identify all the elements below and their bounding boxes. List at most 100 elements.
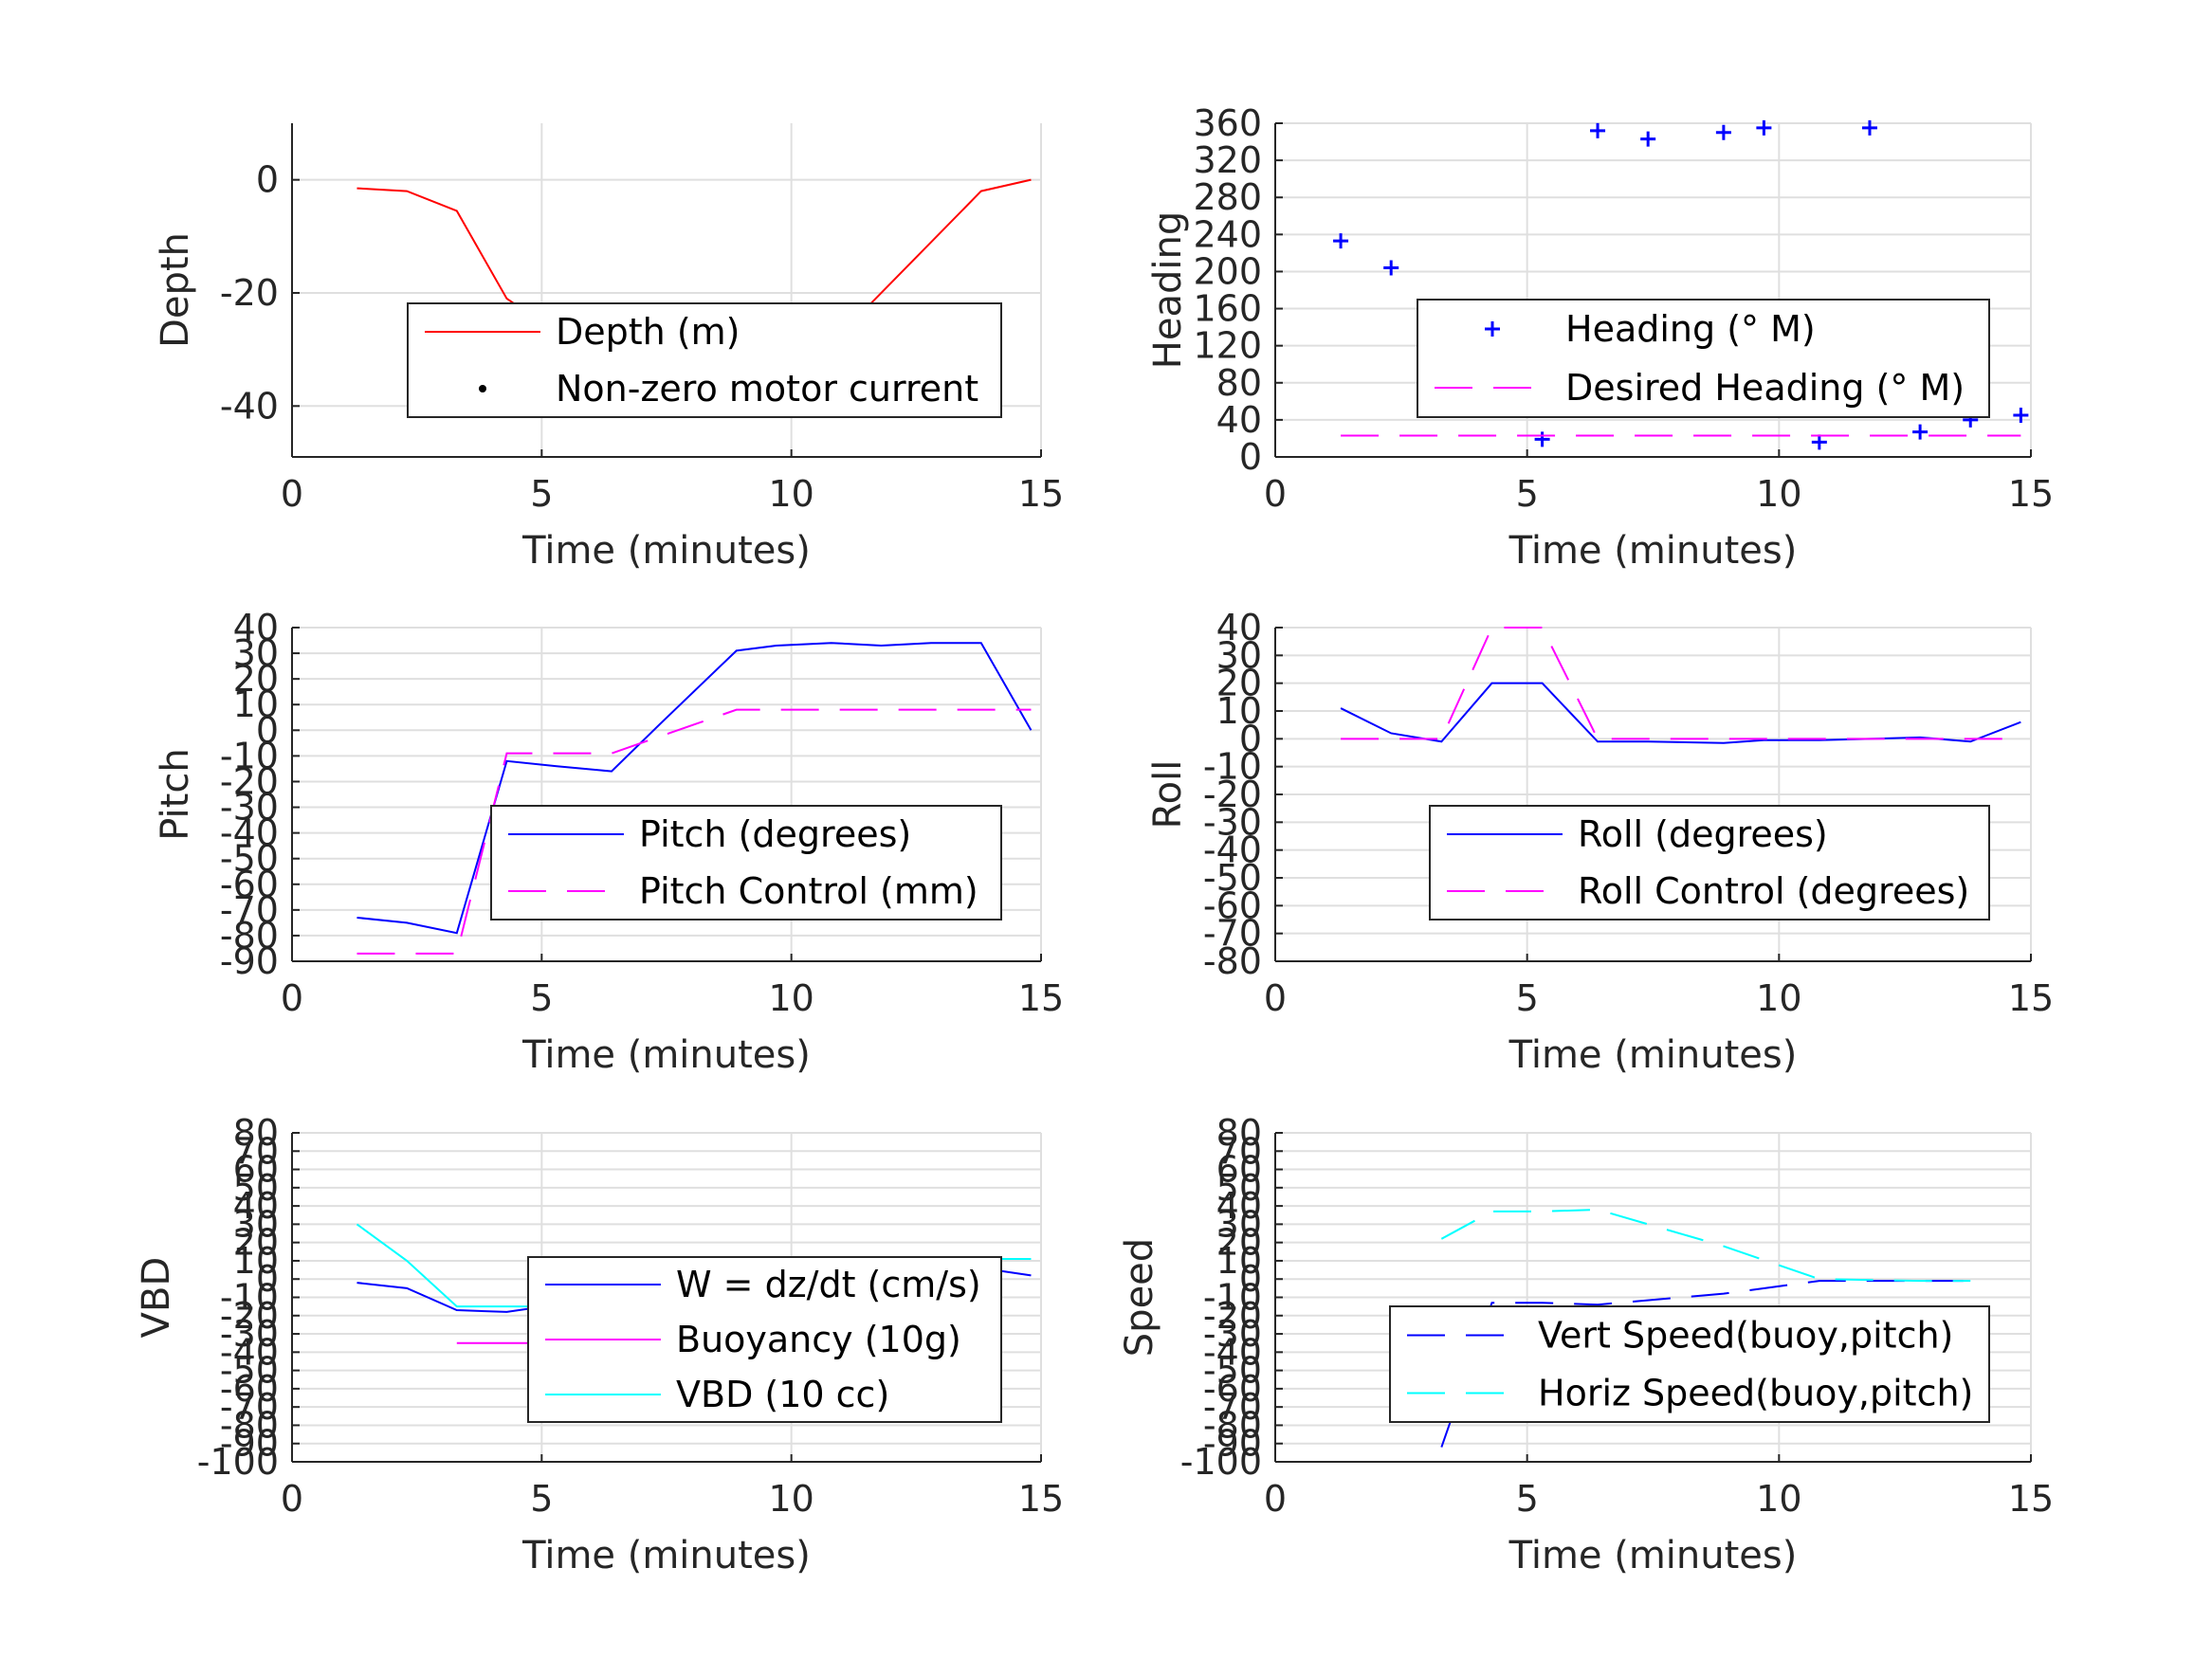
x-tick-label: 10	[768, 977, 814, 1019]
y-tick-label: 80	[1216, 1112, 1262, 1154]
legend: Heading (° M) Desired Heading (° M)	[1417, 299, 1990, 418]
x-tick-label: 5	[1516, 473, 1539, 515]
y-tick-label: 70	[1216, 1130, 1262, 1172]
legend-label: Non-zero motor current	[556, 368, 978, 410]
y-tick-label: 40	[1216, 1185, 1262, 1227]
y-tick-label: 80	[233, 1112, 279, 1154]
x-tick-label: 0	[1264, 977, 1287, 1019]
y-tick-label: -50	[1203, 857, 1262, 899]
data-point-plus	[1715, 124, 1731, 140]
legend-swatch-plus	[1485, 321, 1500, 337]
legend-label: Pitch (degrees)	[639, 813, 911, 855]
y-axis-label: Roll	[1146, 760, 1190, 830]
y-tick-label: -60	[220, 1368, 279, 1410]
x-tick-label: 5	[530, 977, 553, 1019]
y-tick-label: -30	[1203, 1313, 1262, 1355]
data-point-plus	[1756, 119, 1772, 136]
x-tick-label: 15	[2008, 473, 2054, 515]
x-tick-label: 15	[1018, 473, 1064, 515]
legend: Roll (degrees) Roll Control (degrees)	[1429, 805, 1990, 921]
y-tick-label: 40	[233, 607, 279, 648]
y-tick-label: 40	[1216, 607, 1262, 648]
y-axis-label: VBD	[135, 1257, 178, 1339]
y-tick-label: -40	[1203, 830, 1262, 871]
y-tick-label: 60	[233, 1149, 279, 1191]
data-point-plus	[2013, 408, 2029, 423]
y-tick-label: -50	[220, 838, 279, 880]
x-tick-label: 5	[1516, 1478, 1539, 1520]
y-tick-label: -80	[220, 1404, 279, 1446]
x-tick-label: 15	[2008, 1478, 2054, 1520]
y-tick-label: 0	[256, 159, 279, 201]
y-tick-label: 20	[1216, 663, 1262, 704]
y-tick-label: 240	[1193, 213, 1262, 255]
legend-box	[1389, 1305, 1990, 1423]
data-point-plus	[1333, 233, 1349, 249]
legend-label: Roll (degrees)	[1578, 813, 1828, 855]
y-tick-label: -100	[1180, 1441, 1262, 1483]
y-tick-label: -60	[220, 864, 279, 905]
legend-box	[1417, 299, 1990, 418]
y-tick-label: 160	[1193, 288, 1262, 330]
data-point-plus	[1590, 122, 1606, 138]
x-tick-label: 0	[281, 1478, 303, 1520]
y-axis-label: Pitch	[154, 748, 197, 840]
y-tick-label: 30	[233, 632, 279, 674]
y-axis-label: Heading	[1146, 211, 1190, 369]
series-line	[1341, 627, 2021, 740]
y-axis-label: Depth	[154, 232, 197, 348]
y-axis-label: Speed	[1118, 1238, 1161, 1357]
legend-box	[407, 302, 1002, 418]
y-tick-label: -60	[1203, 1368, 1262, 1410]
x-tick-label: 10	[768, 473, 814, 515]
y-tick-label: 0	[1239, 718, 1262, 759]
y-tick-label: -10	[1203, 1277, 1262, 1319]
legend-label: Heading (° M)	[1565, 308, 1816, 350]
y-tick-label: -20	[220, 760, 279, 802]
legend-label: VBD (10 cc)	[676, 1374, 889, 1415]
x-tick-label: 5	[1516, 977, 1539, 1019]
x-tick-label: 10	[1756, 1478, 1801, 1520]
x-axis-label: Time (minutes)	[1508, 1534, 1798, 1577]
y-tick-label: -70	[1203, 913, 1262, 955]
y-tick-label: -10	[220, 1277, 279, 1319]
x-tick-label: 10	[1756, 977, 1801, 1019]
y-tick-label: -30	[1203, 801, 1262, 843]
y-tick-label: -40	[220, 1331, 279, 1373]
x-axis-label: Time (minutes)	[521, 529, 811, 573]
y-tick-label: 10	[1216, 690, 1262, 732]
y-tick-label: -20	[1203, 774, 1262, 815]
x-axis-label: Time (minutes)	[1508, 529, 1798, 573]
legend-swatch-dot	[479, 385, 486, 392]
vbd-panel: 0 5 10 1580706050403020100-10-20-30-40-50-6…	[135, 1112, 1064, 1577]
x-axis-label: Time (minutes)	[521, 1033, 811, 1077]
y-tick-label: -70	[1203, 1386, 1262, 1428]
data-point-plus	[1861, 119, 1877, 136]
y-tick-label: 50	[233, 1167, 279, 1209]
x-tick-label: 10	[1756, 473, 1801, 515]
y-tick-label: 20	[233, 1222, 279, 1264]
x-tick-label: 0	[1264, 1478, 1287, 1520]
x-tick-label: 15	[2008, 977, 2054, 1019]
data-point-plus	[1640, 131, 1656, 147]
y-tick-label: 280	[1193, 176, 1262, 218]
y-tick-label: -70	[220, 889, 279, 931]
legend-label: Pitch Control (mm)	[639, 870, 978, 912]
x-tick-label: 15	[1018, 977, 1064, 1019]
legend-label: Roll Control (degrees)	[1578, 870, 1969, 912]
series-line	[1340, 682, 2021, 744]
y-tick-label: -20	[220, 1295, 279, 1337]
x-tick-label: 10	[768, 1478, 814, 1520]
y-tick-label: 20	[1216, 1222, 1262, 1264]
x-axis-label: Time (minutes)	[521, 1534, 811, 1577]
y-tick-label: 360	[1193, 102, 1262, 144]
y-tick-label: 60	[1216, 1149, 1262, 1191]
series-line	[356, 642, 1033, 935]
y-tick-label: 0	[256, 709, 279, 751]
y-tick-label: -80	[1203, 940, 1262, 982]
legend-label: Buoyancy (10g)	[676, 1319, 961, 1360]
y-tick-label: -30	[220, 1313, 279, 1355]
y-tick-label: -10	[220, 735, 279, 776]
legend-label: Vert Speed(buoy,pitch)	[1538, 1315, 1953, 1357]
